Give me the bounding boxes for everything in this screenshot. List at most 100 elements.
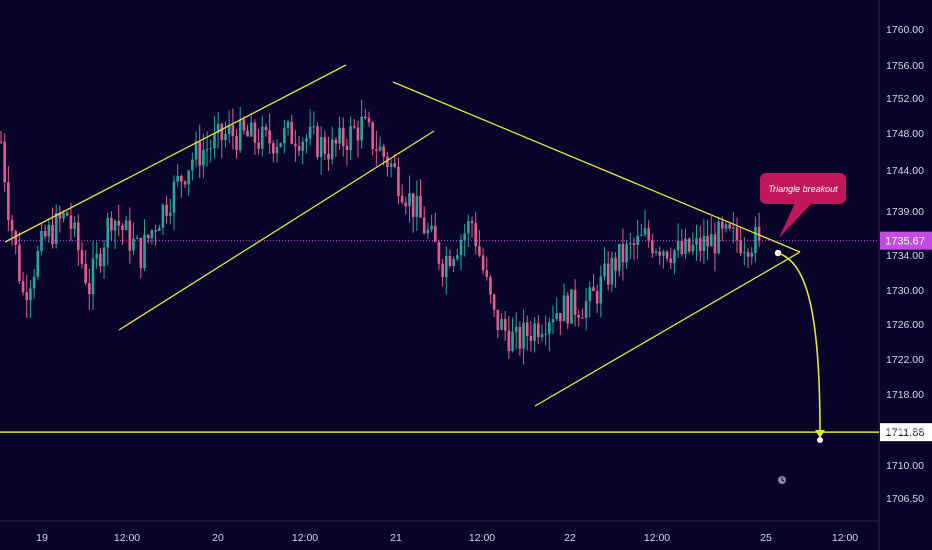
candle-body <box>496 309 500 330</box>
candle-body <box>463 233 466 240</box>
candle-body <box>544 333 547 335</box>
price-tick-label: 1748.00 <box>886 128 924 140</box>
candle-body <box>367 118 371 123</box>
candle-body <box>360 116 363 141</box>
triangle-breakout-callout: Triangle breakout <box>760 173 846 204</box>
time-tick-label: 12:00 <box>644 532 670 544</box>
candle-body <box>150 230 154 239</box>
candle-body <box>264 126 268 131</box>
price-tick-label: 1730.00 <box>886 285 924 297</box>
candle-body <box>62 212 65 219</box>
candle-body <box>205 149 209 151</box>
candle-body <box>404 202 408 207</box>
candle-body <box>386 156 389 167</box>
time-tick-label: 12:00 <box>469 532 495 544</box>
candle-body <box>430 225 433 230</box>
candle-body <box>400 195 404 203</box>
time-tick-label: 22 <box>564 532 576 544</box>
candle-body <box>231 124 235 137</box>
price-axis[interactable]: 1760.00 1756.00 1752.00 1748.00 1744.00 1739.… <box>886 24 924 505</box>
candle-body <box>577 314 581 318</box>
candle-body <box>54 212 58 245</box>
candle-body <box>548 322 551 334</box>
pattern-lines: 1735.67 1711.88 <box>0 64 932 484</box>
candle-body <box>643 228 647 235</box>
candle-body <box>356 127 360 141</box>
candle-body <box>294 143 297 146</box>
candle-body <box>698 237 702 251</box>
channel-lower-line <box>118 130 435 331</box>
candle-body <box>525 322 529 336</box>
candle-body <box>25 292 29 301</box>
candle-body <box>113 220 117 231</box>
candle-body <box>10 220 14 231</box>
candle-body <box>481 255 485 271</box>
candle-body <box>584 301 588 318</box>
time-tick-label: 20 <box>212 532 224 544</box>
candle-body <box>227 124 231 134</box>
candle-body <box>283 128 286 144</box>
candle-body <box>117 220 121 226</box>
candle-body <box>658 251 662 256</box>
candle-body <box>651 240 654 254</box>
candle-body <box>168 212 172 216</box>
candle-body <box>588 287 592 302</box>
candle-body <box>330 139 334 160</box>
candle-body <box>500 318 503 330</box>
candle-body <box>3 141 6 183</box>
candle-body <box>7 182 10 221</box>
candle-body <box>341 127 345 146</box>
candle-body <box>684 238 687 255</box>
candle-body <box>176 175 179 182</box>
candle-body <box>717 221 720 254</box>
candle-body <box>194 141 198 160</box>
candle-body <box>18 244 21 282</box>
candle-body <box>65 212 69 216</box>
candle-body <box>599 276 603 304</box>
candle-body <box>713 234 717 254</box>
candle-body <box>91 258 95 295</box>
candle-body <box>80 250 84 264</box>
candle-body <box>478 246 481 256</box>
time-tick-label: 12:00 <box>292 532 318 544</box>
candle-body <box>691 244 695 252</box>
candle-body <box>640 234 643 236</box>
time-axis[interactable]: 19 12:00 20 12:00 21 12:00 22 12:00 25 12:00 <box>36 532 858 544</box>
channel-upper-line <box>4 64 347 243</box>
candle-body <box>286 121 290 129</box>
price-tick-label: 1752.00 <box>886 93 924 105</box>
candle-body <box>743 252 746 254</box>
candle-body <box>632 243 636 245</box>
candles-group <box>0 99 761 365</box>
candle-body <box>485 270 489 277</box>
candle-body <box>14 230 18 245</box>
candle-body <box>411 193 415 218</box>
candle-body <box>135 237 139 239</box>
candle-body <box>99 253 102 267</box>
candle-body <box>474 223 478 247</box>
time-tick-label: 12:00 <box>114 532 140 544</box>
time-tick-label: 21 <box>390 532 402 544</box>
candle-body <box>422 217 426 234</box>
candle-body <box>606 263 610 285</box>
candle-body <box>492 294 496 310</box>
candle-body <box>268 130 271 144</box>
candle-body <box>73 222 76 229</box>
candle-body <box>32 276 36 289</box>
candle-body <box>95 253 98 259</box>
candle-body <box>459 239 463 256</box>
candle-body <box>128 220 132 251</box>
candle-body <box>235 136 238 151</box>
candle-body <box>323 137 327 154</box>
candle-body <box>551 319 555 323</box>
candle-body <box>312 126 316 128</box>
candle-body <box>76 222 80 251</box>
candle-body <box>216 124 220 134</box>
candle-body <box>213 133 216 149</box>
candle-body <box>157 227 161 232</box>
candle-body <box>503 318 507 331</box>
candle-body <box>669 258 673 263</box>
candle-body <box>595 291 599 304</box>
